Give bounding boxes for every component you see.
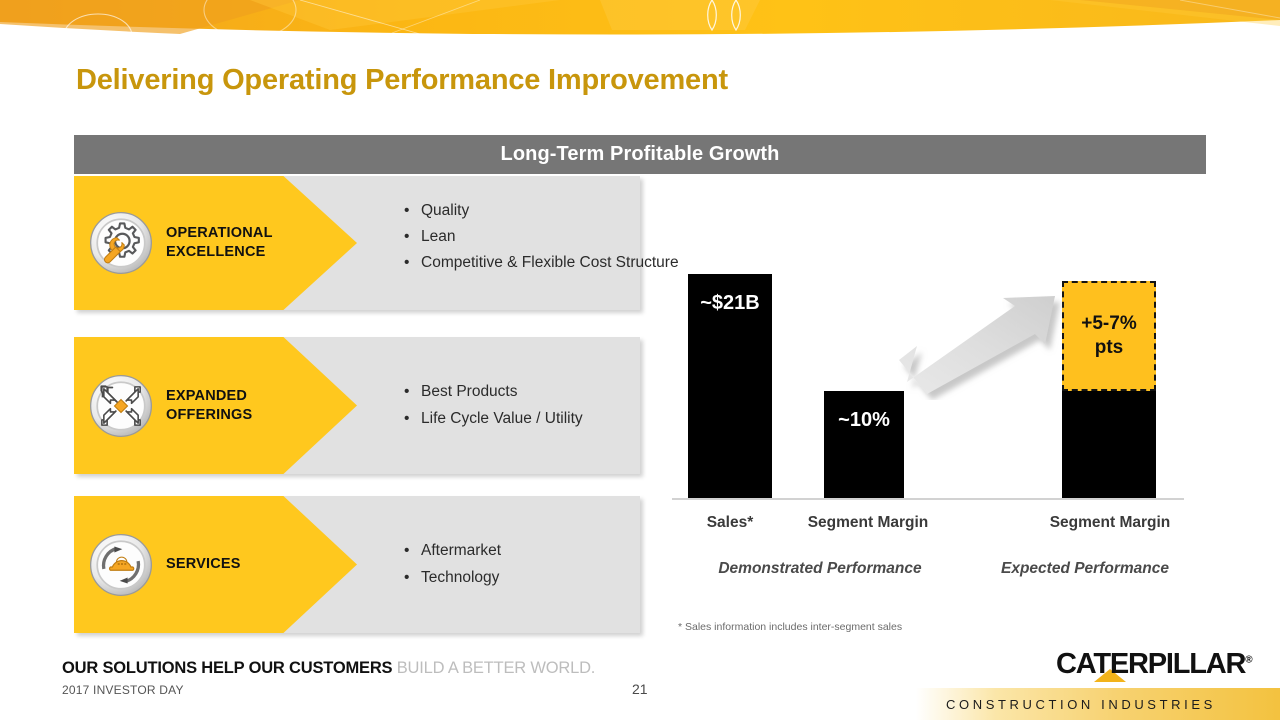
bullet-dot: • [404, 568, 410, 586]
chart-increment-box: +5-7% pts [1062, 281, 1156, 391]
bullet-text: Best Products [421, 383, 518, 401]
logo-word-text: CATERPILLAR [1056, 648, 1246, 680]
chart-category-label: Sales* [706, 514, 754, 531]
bullet-dot: • [404, 409, 410, 427]
gear-wrench-icon [89, 211, 153, 275]
chart-bar-sales: ~$21B [688, 274, 772, 498]
page-title: Delivering Operating Performance Improve… [76, 64, 728, 96]
pillar-bullets: • Best Products • Life Cycle Value / Uti… [404, 337, 704, 474]
pillar-bullets: • Aftermarket • Technology [404, 496, 704, 633]
division-label: CONSTRUCTION INDUSTRIES [946, 696, 1216, 712]
bullet-dot: • [404, 254, 410, 272]
long-term-growth-banner: Long-Term Profitable Growth [74, 135, 1206, 174]
top-decorative-banner [0, 0, 1280, 42]
chart-category-label: Segment Margin [1049, 514, 1171, 531]
chart-bar-value: ~$21B [700, 292, 760, 314]
footer-event: 2017 INVESTOR DAY [62, 683, 184, 697]
division-bar: CONSTRUCTION INDUSTRIES [916, 688, 1280, 720]
pillar-label-line2: EXCELLENCE [166, 244, 266, 260]
chart-axis-line [672, 498, 1184, 500]
pillar-label-line2: OFFERINGS [166, 406, 253, 423]
bullet-dot: • [404, 383, 410, 401]
long-term-growth-label: Long-Term Profitable Growth [500, 143, 780, 165]
expand-arrows-icon [89, 374, 153, 437]
page-number: 21 [632, 681, 648, 697]
list-item: • Competitive & Flexible Cost Structure [404, 250, 704, 276]
caterpillar-logo: CATERPILLAR® CONSTRUCTION INDUSTRIES [916, 644, 1280, 720]
chart-bar-segment-margin-expected [1062, 391, 1156, 498]
bullet-text: Life Cycle Value / Utility [421, 409, 583, 427]
bullet-text: Technology [421, 568, 500, 586]
chart-footnote: * Sales information includes inter-segme… [678, 621, 903, 633]
footer-tagline-light: BUILD A BETTER WORLD. [392, 659, 596, 677]
bullet-text: Lean [421, 228, 456, 246]
pillar-row-expanded-offerings[interactable]: EXPANDED OFFERINGS • Best Products • Lif… [74, 337, 640, 474]
chart-group-label: Demonstrated Performance [718, 560, 922, 577]
logo-triangle-icon [1094, 669, 1126, 682]
growth-arrow-icon [899, 296, 1055, 394]
chart-group-label: Expected Performance [1001, 560, 1169, 577]
list-item: • Technology [404, 565, 704, 591]
pillar-label: EXPANDED OFFERINGS [166, 387, 252, 424]
bullet-text: Quality [421, 202, 470, 219]
list-item: • Aftermarket [404, 538, 704, 564]
bullet-text: Aftermarket [421, 542, 502, 560]
bullet-dot: • [404, 202, 410, 219]
logo-wordmark: CATERPILLAR® [1056, 648, 1253, 681]
footer-tagline-bold: OUR SOLUTIONS HELP OUR CUSTOMERS [62, 659, 393, 677]
banner-graphic [0, 0, 1280, 42]
performance-bar-chart: ~$21B ~10% +5-7% pts Sales* Segment Marg… [660, 250, 1206, 650]
pillar-row-operational-excellence[interactable]: OPERATIONAL EXCELLENCE • Quality • Lean … [74, 176, 679, 310]
list-item: • Best Products [404, 379, 704, 405]
bullet-text: Competitive & Flexible Cost Structure [421, 254, 679, 272]
pillar-label: SERVICES [166, 555, 241, 574]
pillar-label-line1: OPERATIONAL [166, 225, 273, 242]
pillar-bullets: • Quality • Lean • Competitive & Flexibl… [404, 176, 704, 332]
chart-bar-value: ~10% [838, 409, 890, 431]
pillar-row-services[interactable]: SERVICES • Aftermarket • Technology [74, 496, 640, 633]
list-item: • Life Cycle Value / Utility [404, 406, 704, 432]
increment-line1: +5-7% [1081, 312, 1137, 334]
hardhat-cycle-icon [89, 533, 153, 596]
increment-line2: pts [1094, 337, 1124, 358]
list-item: • Lean [404, 224, 704, 250]
list-item: • Quality [404, 198, 704, 224]
chart-category-label: Segment Margin [807, 514, 929, 531]
pillar-label-line1: SERVICES [166, 556, 241, 573]
chart-bar-segment-margin-demonstrated: ~10% [824, 391, 904, 498]
logo-registered-mark: ® [1245, 654, 1253, 666]
bullet-dot: • [404, 228, 410, 246]
footer-tagline: OUR SOLUTIONS HELP OUR CUSTOMERS BUILD A… [62, 659, 595, 678]
bullet-dot: • [404, 542, 410, 560]
pillar-label-line1: EXPANDED [166, 387, 248, 404]
pillar-label: OPERATIONAL EXCELLENCE [166, 224, 273, 261]
